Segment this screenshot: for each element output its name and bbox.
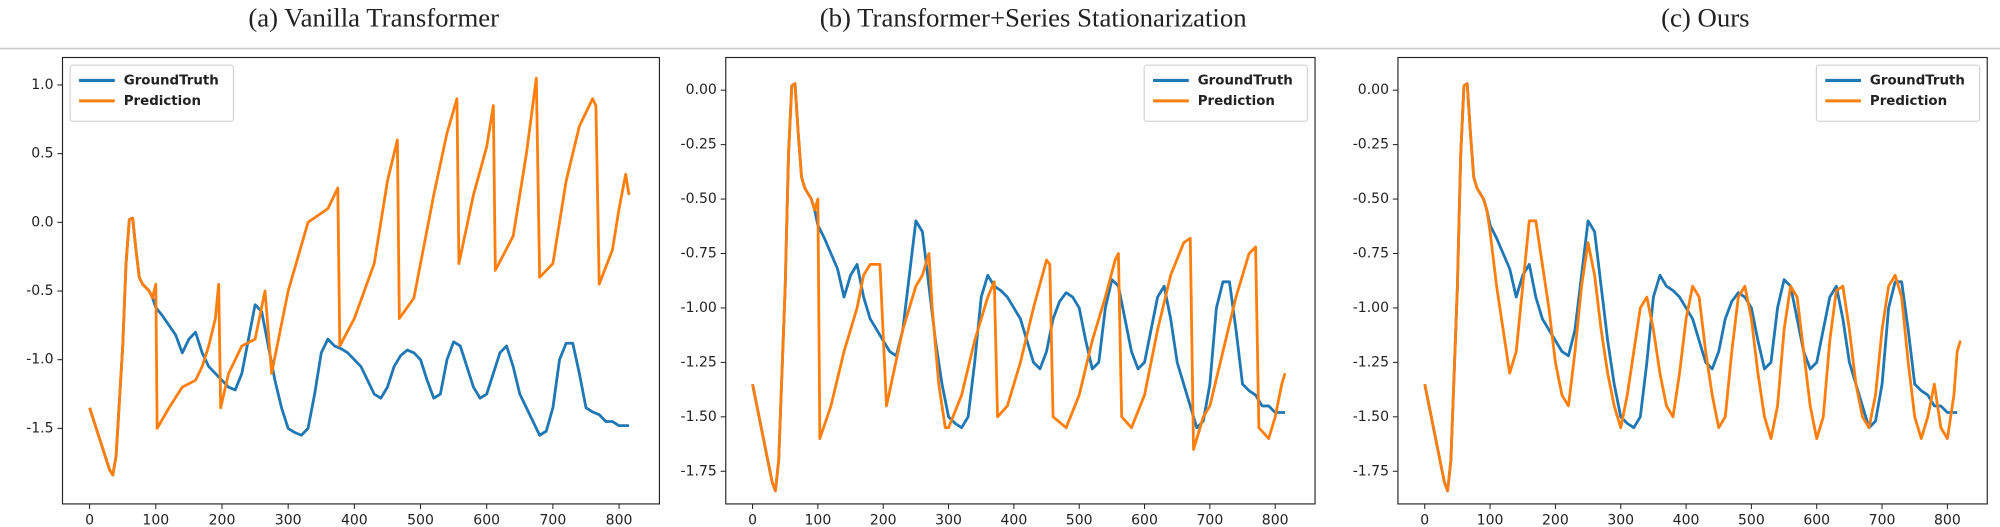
legend-label: GroundTruth bbox=[1870, 73, 1965, 88]
x-tick-label: 700 bbox=[1196, 513, 1223, 527]
axes-frame bbox=[61, 56, 661, 505]
y-tick-label: -0.25 bbox=[1353, 137, 1389, 153]
y-tick-label: 0.00 bbox=[686, 82, 717, 98]
x-tick-label: 700 bbox=[1869, 513, 1896, 527]
chart-title: (a) Vanilla Transformer bbox=[248, 3, 499, 33]
y-tick-label: 0.00 bbox=[1358, 82, 1389, 98]
x-tick-label: 600 bbox=[473, 513, 500, 527]
y-tick-label: -1.50 bbox=[1353, 409, 1389, 425]
series-line bbox=[88, 76, 631, 477]
y-tick-label: -1.50 bbox=[681, 409, 717, 425]
x-tick-label: 300 bbox=[275, 513, 302, 527]
x-tick-label: 400 bbox=[1673, 513, 1700, 527]
y-tick-label: -0.75 bbox=[1353, 245, 1389, 261]
legend-label: Prediction bbox=[1198, 94, 1275, 109]
y-tick-label: -1.00 bbox=[1353, 300, 1389, 316]
legend-label: Prediction bbox=[124, 94, 201, 109]
x-tick-label: 100 bbox=[1477, 513, 1504, 527]
x-tick-label: 800 bbox=[606, 513, 633, 527]
series-line bbox=[751, 82, 1287, 493]
x-tick-label: 500 bbox=[1066, 513, 1093, 527]
x-tick-label: 0 bbox=[1420, 513, 1429, 527]
y-tick-label: -1.00 bbox=[681, 300, 717, 316]
y-tick-label: 0.0 bbox=[31, 214, 53, 230]
x-tick-label: 100 bbox=[804, 513, 831, 527]
y-tick-label: -1.75 bbox=[1353, 463, 1389, 479]
x-tick-label: 100 bbox=[142, 513, 169, 527]
y-tick-label: -0.25 bbox=[681, 137, 717, 153]
x-tick-label: 700 bbox=[540, 513, 567, 527]
y-tick-label: -1.5 bbox=[26, 420, 53, 436]
y-tick-label: -0.50 bbox=[1353, 191, 1389, 207]
chart-title: (b) Transformer+Series Stationarization bbox=[820, 3, 1247, 33]
axes-frame bbox=[725, 56, 1316, 505]
y-tick-label: -1.0 bbox=[26, 352, 53, 368]
x-tick-label: 300 bbox=[1607, 513, 1634, 527]
x-tick-label: 200 bbox=[870, 513, 897, 527]
y-tick-label: -1.25 bbox=[1353, 354, 1389, 370]
axes-frame bbox=[1397, 56, 1988, 505]
x-tick-label: 600 bbox=[1131, 513, 1158, 527]
legend-label: Prediction bbox=[1870, 94, 1947, 109]
y-tick-label: -0.50 bbox=[681, 191, 717, 207]
x-tick-label: 0 bbox=[748, 513, 757, 527]
y-tick-label: -1.75 bbox=[681, 463, 717, 479]
x-tick-label: 500 bbox=[407, 513, 434, 527]
x-tick-label: 800 bbox=[1934, 513, 1961, 527]
series-line bbox=[1423, 82, 1962, 493]
x-tick-label: 300 bbox=[935, 513, 962, 527]
x-tick-label: 0 bbox=[85, 513, 94, 527]
x-tick-label: 200 bbox=[1542, 513, 1569, 527]
x-tick-label: 400 bbox=[341, 513, 368, 527]
x-tick-label: 500 bbox=[1738, 513, 1765, 527]
y-tick-label: -1.25 bbox=[681, 354, 717, 370]
x-tick-label: 600 bbox=[1803, 513, 1830, 527]
x-tick-label: 800 bbox=[1262, 513, 1289, 527]
x-tick-label: 200 bbox=[209, 513, 236, 527]
legend-label: GroundTruth bbox=[124, 73, 219, 88]
legend-label: GroundTruth bbox=[1198, 73, 1293, 88]
y-tick-label: 1.0 bbox=[31, 77, 53, 93]
chart-title: (c) Ours bbox=[1661, 3, 1749, 33]
series-line bbox=[88, 216, 629, 477]
y-tick-label: -0.5 bbox=[26, 283, 53, 299]
y-tick-label: 0.5 bbox=[31, 146, 53, 162]
x-tick-label: 400 bbox=[1000, 513, 1027, 527]
series-line bbox=[751, 82, 1285, 493]
y-tick-label: -0.75 bbox=[681, 245, 717, 261]
